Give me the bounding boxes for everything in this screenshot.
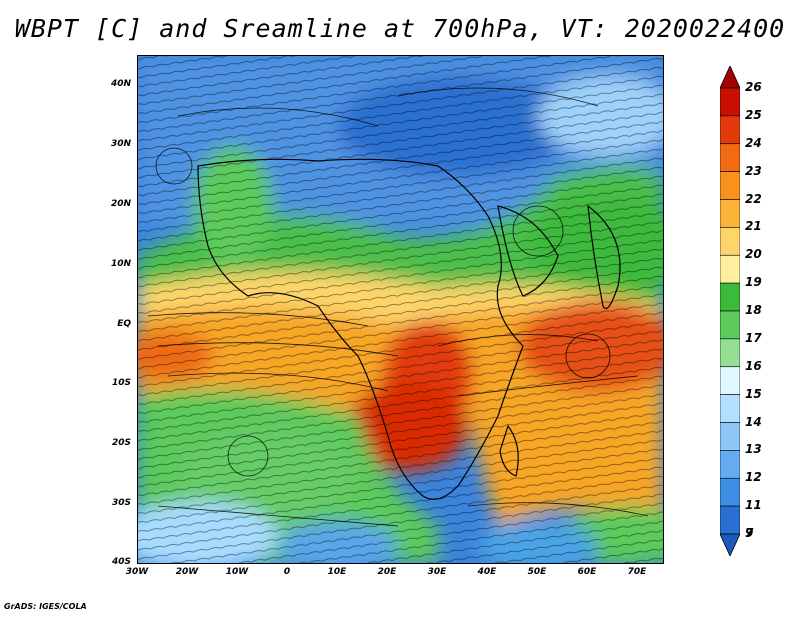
colorbar-segment <box>719 422 741 451</box>
colorbar-label: 26 <box>745 80 762 94</box>
lon-label-10w: 10W <box>225 567 249 577</box>
lat-label-30s: 30S <box>111 498 131 508</box>
colorbar-bottom-arrow <box>719 533 741 557</box>
colorbar-label: 24 <box>745 135 762 150</box>
colorbar-label: 11 <box>745 498 762 513</box>
wbpt-field <box>138 56 663 563</box>
lon-label-20e: 20E <box>377 567 397 577</box>
colorbar-top-arrow <box>719 65 741 89</box>
colorbar-segment <box>719 450 741 479</box>
colorbar-graphic <box>719 65 741 557</box>
colorbar-label: 17 <box>745 330 762 345</box>
colorbar-segment <box>719 171 741 200</box>
colorbar-label: 21 <box>745 219 762 234</box>
colorbar-segment <box>719 394 741 423</box>
colorbar-label: 22 <box>745 191 762 206</box>
lat-label-10s: 10S <box>111 378 131 388</box>
colorbar-label: 14 <box>745 414 762 429</box>
coastlines-outline <box>197 158 621 500</box>
colorbar-segment <box>719 115 741 145</box>
colorbar-label: 19 <box>745 275 762 290</box>
lon-label-30w: 30W <box>125 567 149 577</box>
colorbar-label: 9 <box>745 526 754 540</box>
streamlines <box>147 87 649 527</box>
lon-label-40e: 40E <box>477 567 497 577</box>
map-panel <box>137 55 664 564</box>
lon-label-20w: 20W <box>175 567 199 577</box>
colorbar-segment <box>719 227 741 256</box>
lat-label-20s: 20S <box>111 438 131 448</box>
lat-label-10n: 10N <box>110 259 131 269</box>
colorbar-label: 18 <box>745 303 762 317</box>
lat-label-40n: 40N <box>110 79 131 89</box>
colorbar-label: 25 <box>745 107 762 122</box>
colorbar-segment <box>719 366 741 395</box>
colorbar <box>719 65 741 557</box>
lon-label-70e: 70E <box>627 567 647 577</box>
lat-label-30n: 30N <box>110 139 131 149</box>
lon-label-10e: 10E <box>327 567 347 577</box>
lon-label-30e: 30E <box>427 567 447 577</box>
colorbar-label: 15 <box>745 386 762 401</box>
lon-label-0: 0 <box>283 567 291 577</box>
colorbar-label: 16 <box>745 358 762 373</box>
colorbar-segment <box>719 477 741 507</box>
lon-label-60e: 60E <box>577 567 597 577</box>
map-title: WBPT [C] and Sreamline at 700hPa, VT: 20… <box>14 14 786 43</box>
lat-label-40s: 40S <box>111 557 131 567</box>
colorbar-label: 12 <box>745 470 762 485</box>
lat-label-eq: EQ <box>117 319 131 329</box>
colorbar-label: 20 <box>745 247 762 262</box>
colorbar-label: 13 <box>745 442 762 457</box>
colorbar-segment <box>719 199 741 228</box>
colorbar-segment <box>719 254 741 284</box>
colorbar-segment <box>719 87 741 117</box>
colorbar-segment <box>719 505 741 535</box>
colorbar-label: 23 <box>745 163 762 178</box>
colorbar-segment <box>719 143 741 172</box>
color-field <box>138 56 663 563</box>
colorbar-segment <box>719 282 741 312</box>
lon-label-50e: 50E <box>527 567 547 577</box>
colorbar-segment <box>719 310 741 340</box>
colorbar-label: 7 <box>745 526 754 540</box>
credit-text: GrADS: IGES/COLA <box>4 602 87 611</box>
lat-label-20n: 20N <box>110 199 131 209</box>
colorbar-segment <box>719 338 741 368</box>
